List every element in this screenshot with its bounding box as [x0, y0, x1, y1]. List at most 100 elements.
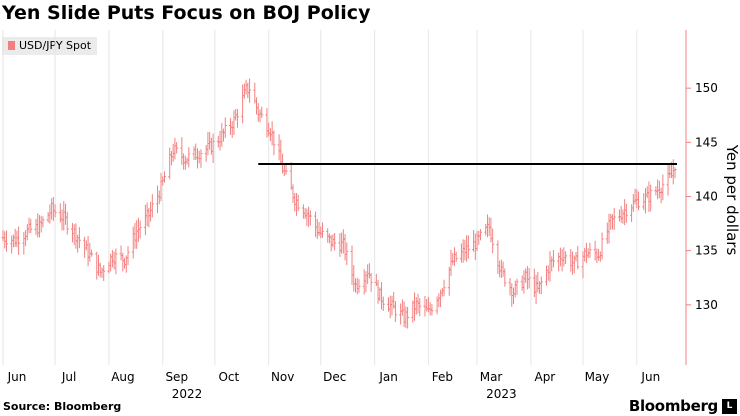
price-bar — [588, 242, 592, 258]
price-bar — [41, 216, 45, 228]
price-bar — [321, 222, 325, 238]
price-bar — [24, 230, 28, 247]
price-bar — [366, 264, 370, 284]
price-bar — [499, 259, 503, 278]
price-bar — [34, 218, 38, 235]
price-bar — [232, 110, 236, 136]
price-bar — [102, 265, 106, 282]
price-bar — [255, 97, 259, 115]
price-bar — [39, 215, 43, 233]
x-tick-label: Nov — [271, 370, 294, 384]
price-bar — [624, 203, 628, 223]
price-bar — [487, 217, 491, 236]
x-year-label: 2022 — [172, 387, 203, 401]
price-bar — [70, 222, 74, 243]
price-bar — [411, 300, 415, 323]
price-bar — [498, 260, 502, 278]
price-bar — [265, 107, 269, 138]
price-bars — [1, 78, 677, 329]
price-bar — [607, 213, 611, 244]
price-bar — [496, 240, 500, 275]
price-bar — [473, 233, 477, 261]
price-bar — [156, 185, 160, 214]
price-bar — [659, 187, 663, 204]
price-bar — [74, 223, 78, 249]
price-bar — [340, 232, 344, 254]
price-bar — [451, 252, 455, 266]
price-bar — [22, 232, 26, 255]
price-bar — [46, 212, 50, 223]
price-bar — [114, 248, 118, 275]
price-bar — [244, 79, 248, 95]
price-bar — [246, 82, 250, 99]
price-bar — [209, 137, 213, 155]
price-bar — [65, 211, 69, 235]
price-bar — [633, 188, 637, 205]
price-bar — [525, 266, 529, 290]
price-bar — [168, 147, 172, 180]
price-bar — [307, 206, 311, 227]
price-bar — [527, 268, 531, 289]
price-bar — [479, 229, 483, 241]
price-bar — [204, 144, 208, 162]
y-tick-label: 130 — [695, 298, 718, 312]
price-bar — [459, 243, 463, 263]
price-bar — [466, 235, 470, 259]
price-bar — [192, 146, 196, 161]
price-bar — [657, 180, 661, 199]
price-bar — [380, 282, 384, 310]
price-bar — [605, 222, 609, 244]
price-bar — [557, 252, 561, 272]
price-bar — [51, 197, 55, 222]
price-bar — [673, 167, 677, 179]
brand-logo: Bloomberg — [628, 397, 718, 415]
price-bar — [4, 230, 8, 252]
price-bar — [574, 252, 578, 262]
price-bar — [333, 233, 337, 251]
price-bar — [86, 235, 90, 267]
price-bar — [513, 280, 517, 298]
price-bar — [175, 141, 179, 154]
price-bar — [267, 122, 271, 137]
price-bar — [564, 251, 568, 264]
price-bar — [1, 230, 5, 242]
price-bar — [258, 109, 262, 123]
price-bar — [58, 203, 62, 223]
price-bar — [222, 128, 226, 142]
price-bar — [501, 261, 505, 277]
price-bar — [524, 268, 528, 283]
price-bar — [183, 155, 187, 170]
price-bar — [656, 179, 660, 200]
price-bar — [314, 211, 318, 237]
price-bar — [477, 230, 481, 245]
price-bar — [423, 295, 427, 317]
price-bar — [463, 239, 467, 261]
price-bar — [338, 233, 342, 257]
price-bar — [289, 162, 293, 190]
price-bar — [461, 239, 465, 263]
price-bar — [593, 240, 597, 261]
price-bar — [545, 265, 549, 286]
price-bar — [661, 174, 665, 201]
price-bar — [319, 226, 323, 239]
source-note: Source: Bloomberg — [3, 400, 122, 413]
price-bar — [216, 135, 220, 148]
price-bar — [150, 194, 154, 218]
legend-swatch — [8, 41, 15, 50]
price-bar — [597, 248, 601, 261]
price-bar — [581, 251, 585, 279]
price-bar — [62, 200, 66, 231]
price-bar — [343, 234, 347, 261]
price-bar — [10, 235, 14, 254]
price-bar — [11, 234, 15, 248]
price-bar — [305, 208, 309, 226]
price-bar — [619, 206, 623, 223]
price-bar — [327, 233, 331, 244]
price-bar — [77, 227, 81, 249]
price-bar — [353, 278, 357, 293]
price-bar — [635, 189, 639, 209]
price-bar — [64, 203, 68, 225]
price-bar — [291, 184, 295, 203]
price-bar — [242, 83, 246, 99]
